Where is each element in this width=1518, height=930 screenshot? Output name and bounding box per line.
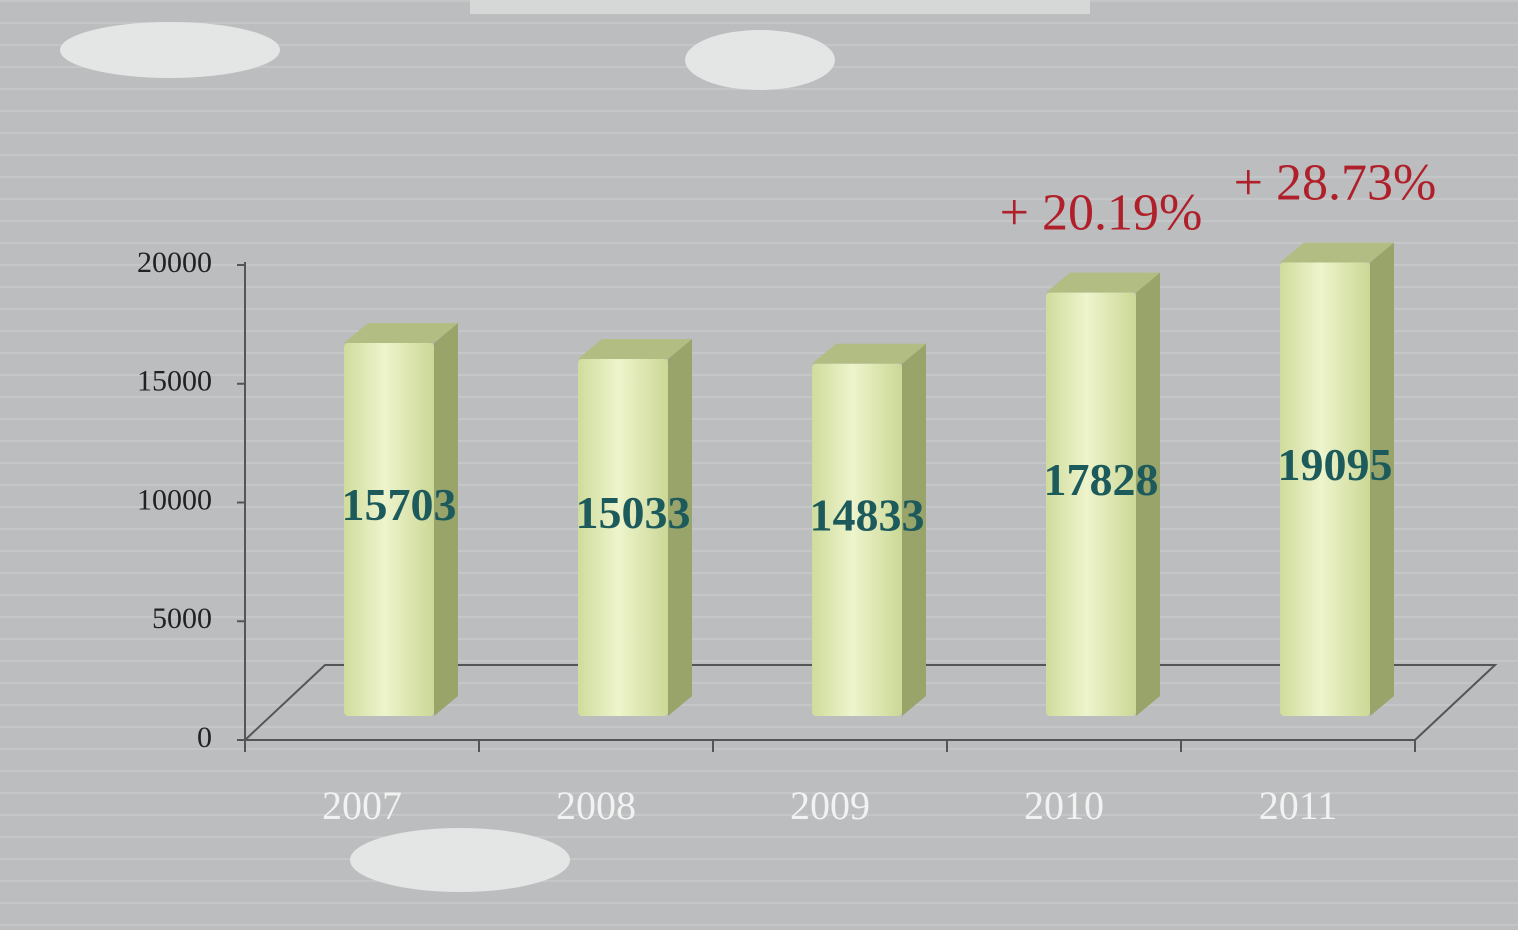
page: {"chart_data": {"type": "bar3d", "catego… [0, 0, 1518, 930]
y-tick-label: 5000 [152, 602, 212, 635]
y-tick-label: 0 [197, 721, 212, 754]
y-tick-label: 15000 [137, 365, 212, 398]
annotation: + 28.73% [1234, 154, 1437, 211]
cloud [350, 828, 570, 892]
top-strip [470, 0, 1090, 14]
value-label: 19095 [1278, 439, 1393, 490]
chart: 0 5000 10000 15000 20000 2007 15703 2008 15033 20… [0, 0, 1518, 930]
x-tick-label: 2008 [556, 783, 636, 828]
value-label: 17828 [1044, 454, 1159, 505]
x-tick-label: 2007 [322, 783, 402, 828]
x-tick-label: 2011 [1259, 783, 1338, 828]
value-label: 15703 [342, 479, 457, 530]
value-label: 14833 [810, 489, 925, 540]
annotation: + 20.19% [1000, 185, 1203, 242]
y-tick-label: 10000 [137, 483, 212, 516]
x-tick-label: 2010 [1024, 783, 1104, 828]
cloud [60, 22, 280, 78]
x-tick-label: 2009 [790, 783, 870, 828]
y-tick-label: 20000 [137, 246, 212, 279]
cloud [685, 30, 835, 90]
value-label: 15033 [576, 487, 691, 538]
